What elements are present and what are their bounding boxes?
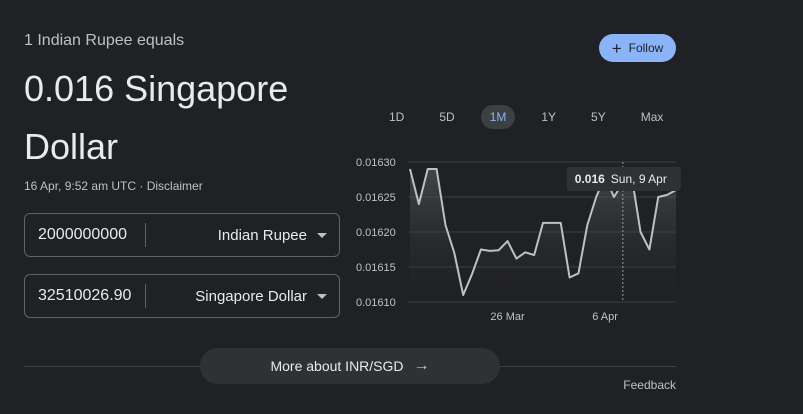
to-currency-label: Singapore Dollar [195,287,307,305]
disclaimer-link[interactable]: Disclaimer [146,179,203,193]
area-fill [410,169,676,302]
range-tab-max[interactable]: Max [640,110,664,124]
y-tick-label: 0.01610 [356,297,396,309]
follow-label: Follow [628,41,664,55]
from-currency-select[interactable]: Indian Rupee [146,214,339,256]
exchange-rate-chart: 0.01630 0.01625 0.01620 0.01615 0.01610 26 Ma… [356,157,681,323]
from-currency-label: Indian Rupee [217,226,307,244]
more-about-button[interactable]: More about INR/SGD → [200,348,500,384]
x-tick-label: 26 Mar [490,311,525,323]
x-tick-label: 6 Apr [592,311,618,323]
caret-down-icon [317,232,327,238]
caret-down-icon [317,293,327,299]
range-tab-5d[interactable]: 5D [439,110,455,124]
y-tick-label: 0.01620 [356,227,396,239]
from-currency-row: 2000000000 Indian Rupee [24,213,340,257]
divider [145,223,146,247]
y-tick-label: 0.01615 [356,262,396,274]
timestamp: 16 Apr, 9:52 am UTC · [24,179,147,193]
from-amount-input[interactable]: 2000000000 [38,226,127,243]
follow-button[interactable]: + Follow [599,34,676,62]
plus-icon: + [611,38,622,58]
range-tab-1y[interactable]: 1Y [541,110,557,124]
divider [145,284,146,308]
tooltip-value: 0.016 [575,172,605,186]
rate-meta: 16 Apr, 9:52 am UTC · Disclaimer [24,179,203,193]
range-tab-1d[interactable]: 1D [389,110,405,124]
to-currency-select[interactable]: Singapore Dollar [146,275,339,317]
range-tab-1m[interactable]: 1M [480,105,516,129]
y-tick-label: 0.01630 [356,157,396,169]
rate-subtitle: 1 Indian Rupee equals [24,32,185,49]
to-currency-row: 32510026.90 Singapore Dollar [24,274,340,318]
range-tab-5y[interactable]: 5Y [591,110,606,124]
y-tick-label: 0.01625 [356,192,396,204]
tooltip-box [566,167,681,191]
range-tabs: 1D 5D 1M 1Y 5Y Max [380,104,689,130]
to-amount-input[interactable]: 32510026.90 [38,287,132,304]
rate-value: 0.016 Singapore Dollar [24,68,289,167]
more-about-label: More about INR/SGD [270,358,404,374]
feedback-link[interactable]: Feedback [623,378,676,392]
arrow-right-icon: → [413,357,430,374]
tooltip-date: Sun, 9 Apr [611,172,667,186]
